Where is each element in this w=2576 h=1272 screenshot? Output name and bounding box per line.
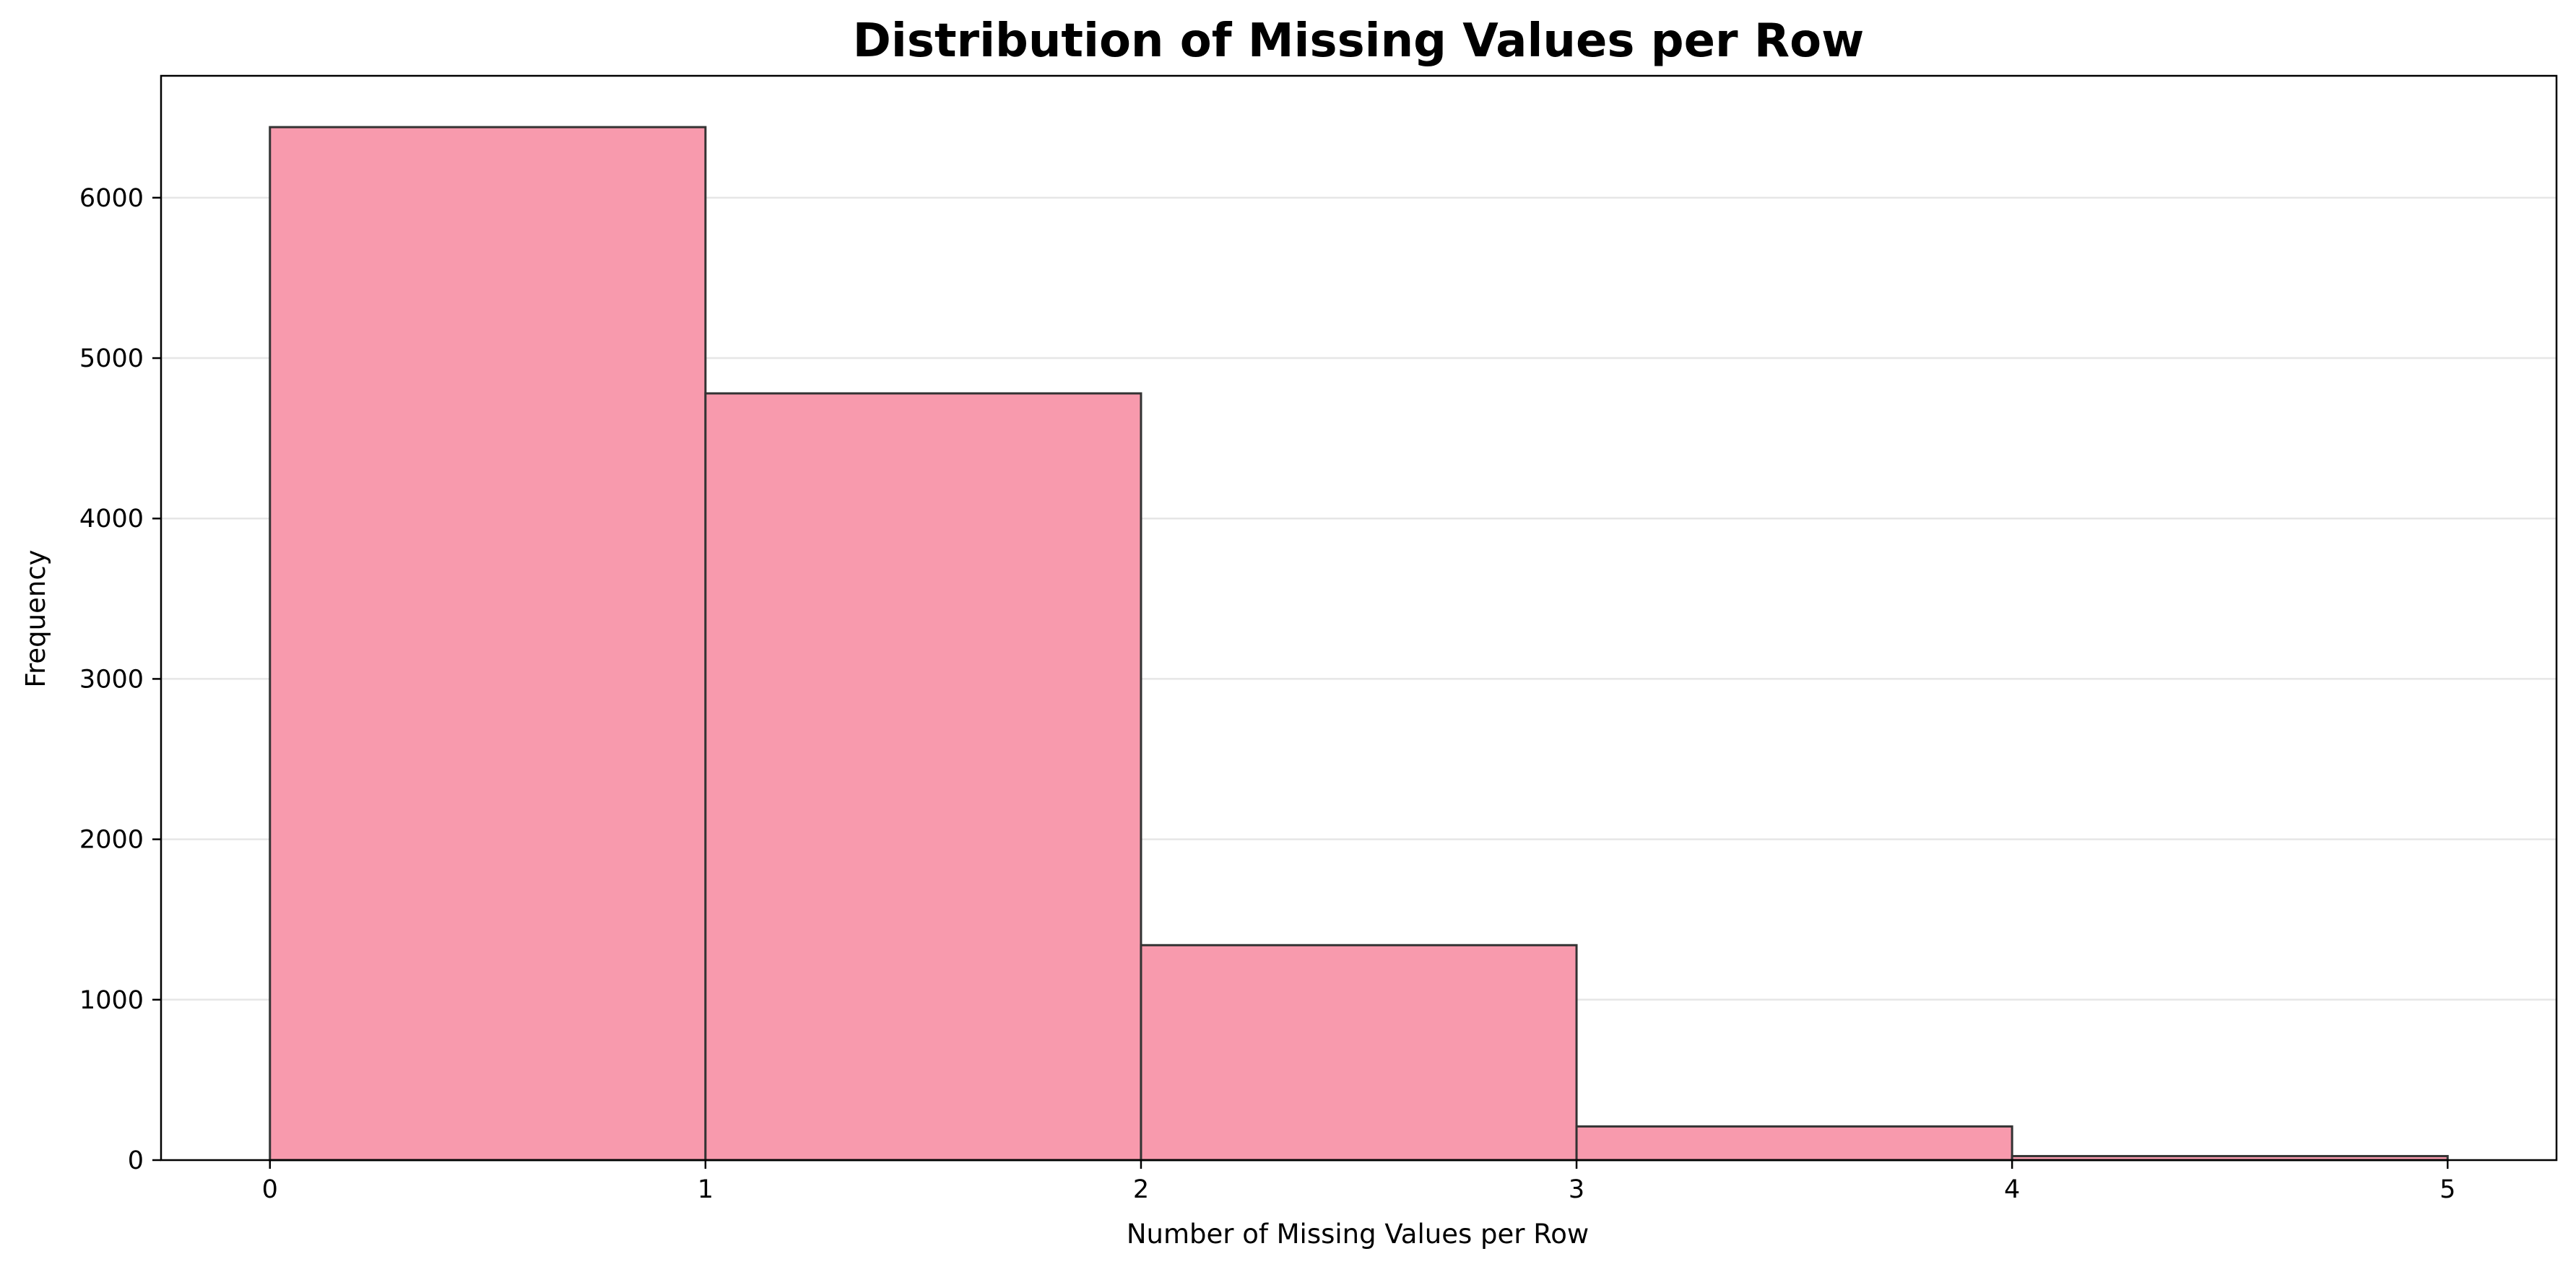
y-tick-label: 0 bbox=[128, 1146, 144, 1175]
bar-layer bbox=[269, 126, 2449, 1162]
histogram-bar bbox=[704, 392, 1142, 1162]
chart-title: Distribution of Missing Values per Row bbox=[853, 14, 1864, 68]
plot-frame bbox=[160, 74, 2558, 1162]
y-tick-label: 4000 bbox=[79, 505, 144, 533]
x-tick-label: 5 bbox=[2440, 1175, 2455, 1204]
y-tick-label: 2000 bbox=[79, 826, 144, 855]
histogram-bar bbox=[1575, 1125, 2013, 1162]
tick-layer: 0 1 2 3 4 5 0 1000 2000 3000 4000 5000 6000 bbox=[79, 184, 2455, 1204]
x-tick-label: 2 bbox=[1133, 1175, 1149, 1204]
y-tick-label: 3000 bbox=[79, 665, 144, 694]
x-axis-label: Number of Missing Values per Row bbox=[1127, 1219, 1589, 1250]
x-tick-label: 4 bbox=[2004, 1175, 2020, 1204]
y-tick-label: 1000 bbox=[79, 986, 144, 1015]
y-axis-label: Frequency bbox=[20, 549, 51, 687]
y-tick-label: 5000 bbox=[79, 344, 144, 373]
x-tick-label: 1 bbox=[698, 1175, 714, 1204]
x-tick-label: 0 bbox=[262, 1175, 278, 1204]
histogram-bar bbox=[1140, 944, 1578, 1162]
y-tick-label: 6000 bbox=[79, 184, 144, 213]
x-tick-label: 3 bbox=[1569, 1175, 1584, 1204]
histogram-bar bbox=[269, 126, 707, 1162]
